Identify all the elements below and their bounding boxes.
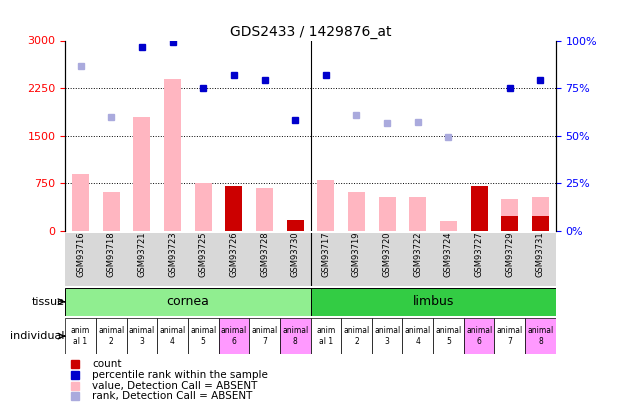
Text: animal
4: animal 4	[160, 326, 186, 346]
Bar	[464, 318, 494, 354]
Bar	[372, 318, 402, 354]
Text: animal
5: animal 5	[435, 326, 461, 346]
Bar	[317, 180, 334, 231]
Bar	[65, 318, 96, 354]
Bar	[348, 192, 365, 231]
Bar	[525, 318, 556, 354]
Bar	[310, 288, 556, 316]
Text: animal
6: animal 6	[220, 326, 247, 346]
Text: limbus: limbus	[412, 295, 454, 308]
Bar	[127, 318, 157, 354]
Text: animal
2: animal 2	[98, 326, 124, 346]
Bar	[433, 318, 464, 354]
Text: cornea: cornea	[166, 295, 209, 308]
Text: rank, Detection Call = ABSENT: rank, Detection Call = ABSENT	[92, 392, 253, 401]
Bar	[188, 318, 219, 354]
Text: animal
8: animal 8	[527, 326, 553, 346]
Bar	[501, 199, 519, 231]
Text: animal
4: animal 4	[405, 326, 431, 346]
Bar	[134, 117, 150, 231]
Text: animal
2: animal 2	[343, 326, 369, 346]
Text: value, Detection Call = ABSENT: value, Detection Call = ABSENT	[92, 381, 258, 391]
Bar	[409, 197, 426, 231]
Bar	[287, 220, 304, 231]
Text: animal
6: animal 6	[466, 326, 492, 346]
Text: animal
5: animal 5	[190, 326, 216, 346]
Text: individual: individual	[10, 331, 65, 341]
Bar	[65, 288, 310, 316]
Bar	[96, 318, 127, 354]
Bar	[379, 196, 396, 231]
Bar	[219, 318, 249, 354]
Bar	[164, 79, 181, 231]
Bar	[471, 186, 487, 231]
Bar	[494, 318, 525, 354]
Text: count: count	[92, 359, 122, 369]
Text: animal
3: animal 3	[374, 326, 401, 346]
Bar	[72, 174, 89, 231]
Text: anim
al 1: anim al 1	[71, 326, 90, 346]
Title: GDS2433 / 1429876_at: GDS2433 / 1429876_at	[230, 26, 391, 39]
Bar	[256, 188, 273, 231]
Bar	[532, 197, 549, 231]
Bar	[310, 318, 341, 354]
Bar	[157, 318, 188, 354]
Text: animal
7: animal 7	[497, 326, 523, 346]
Bar	[225, 186, 242, 231]
Bar	[225, 188, 242, 231]
Text: anim
al 1: anim al 1	[316, 326, 335, 346]
Bar	[501, 216, 519, 231]
Bar	[195, 183, 212, 231]
Text: animal
3: animal 3	[129, 326, 155, 346]
Bar	[102, 192, 120, 231]
Bar	[280, 318, 310, 354]
Text: animal
8: animal 8	[282, 326, 308, 346]
Text: percentile rank within the sample: percentile rank within the sample	[92, 370, 268, 380]
Bar	[532, 215, 549, 231]
Bar	[440, 221, 457, 231]
Text: tissue: tissue	[32, 297, 65, 307]
Bar	[249, 318, 280, 354]
Text: animal
7: animal 7	[252, 326, 278, 346]
Bar	[402, 318, 433, 354]
Bar	[341, 318, 372, 354]
